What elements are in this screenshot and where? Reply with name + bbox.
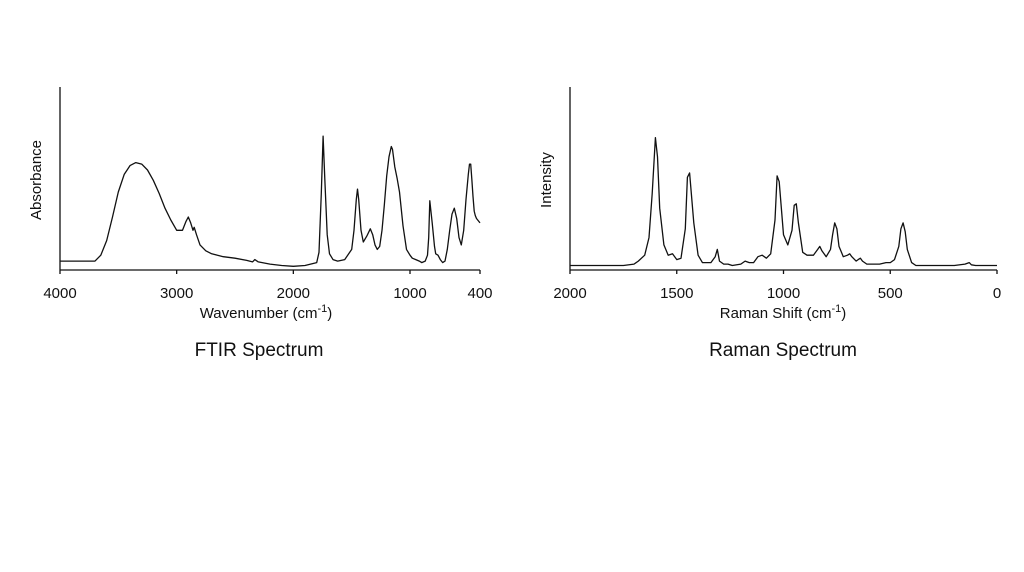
raman-spectrum-line: [570, 136, 997, 267]
raman-x-tick-label: 1500: [660, 285, 693, 302]
ftir-x-tick-label: 2000: [277, 285, 310, 302]
raman-x-tick-label: 500: [878, 285, 903, 302]
raman-x-tick-label: 1000: [767, 285, 800, 302]
raman-panel: 2000 1500 1000 500 0 Intensity Raman Shift (…: [538, 87, 1001, 361]
raman-x-tick-label: 0: [993, 285, 1001, 302]
ftir-panel-title: FTIR Spectrum: [195, 340, 324, 361]
raman-y-axis-label: Intensity: [538, 152, 555, 208]
ftir-x-axis-label: Wavenumber (cm-1): [200, 303, 333, 322]
ftir-x-tick-label: 4000: [43, 285, 76, 302]
ftir-panel: 4000 3000 2000 1000 400 Absorbance Wavenumbe…: [28, 87, 493, 361]
ftir-x-tick-label: 1000: [393, 285, 426, 302]
raman-x-tick-label: 2000: [553, 285, 586, 302]
ftir-spectrum-line: [60, 135, 481, 267]
ftir-x-ticks: 4000 3000 2000 1000 400: [43, 270, 493, 302]
ftir-y-axis-label: Absorbance: [28, 140, 45, 220]
raman-panel-title: Raman Spectrum: [709, 340, 857, 361]
raman-x-ticks: 2000 1500 1000 500 0: [553, 270, 1001, 302]
ftir-x-tick-label: 3000: [160, 285, 193, 302]
ftir-x-tick-label: 400: [467, 285, 492, 302]
raman-x-axis-label: Raman Shift (cm-1): [720, 303, 846, 322]
